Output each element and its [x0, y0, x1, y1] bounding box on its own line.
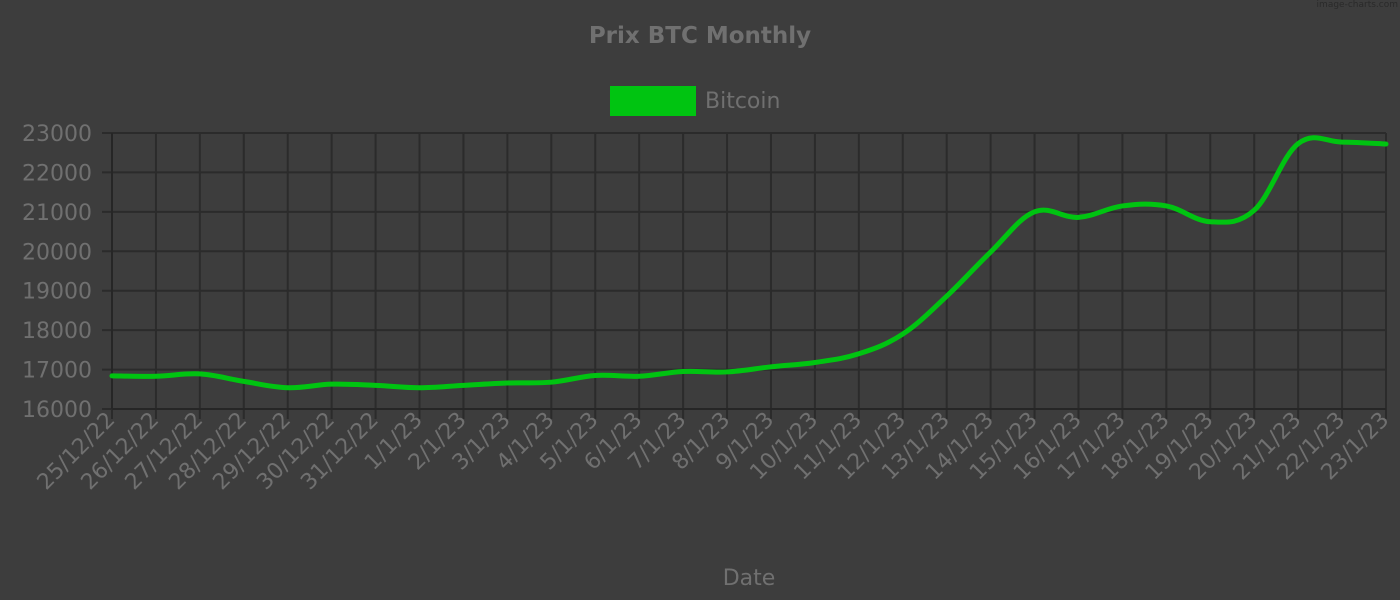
y-tick-label: 18000	[22, 319, 92, 344]
y-tick-label: 23000	[22, 122, 92, 147]
axes	[111, 133, 1386, 410]
x-axis-label: Date	[723, 566, 776, 591]
legend-swatch	[610, 86, 696, 116]
y-tick-label: 19000	[22, 280, 92, 305]
chart-title: Prix BTC Monthly	[589, 23, 811, 49]
y-tick-label: 20000	[22, 240, 92, 265]
y-axis-ticks: 16000 17000 18000 19000 20000 21000 22000 23000	[22, 122, 92, 423]
y-tick-label: 22000	[22, 161, 92, 186]
x-axis-ticks: 25/12/2226/12/2227/12/2228/12/2229/12/22…	[33, 408, 1395, 496]
series-group	[109, 135, 1389, 391]
y-tick-label: 16000	[22, 398, 92, 423]
y-tick-label: 21000	[22, 201, 92, 226]
legend-label: Bitcoin	[705, 89, 780, 114]
series-line-bitcoin	[109, 135, 1389, 391]
grid	[102, 132, 1387, 419]
y-tick-label: 17000	[22, 359, 92, 384]
watermark: image-charts.com	[1316, 0, 1398, 10]
